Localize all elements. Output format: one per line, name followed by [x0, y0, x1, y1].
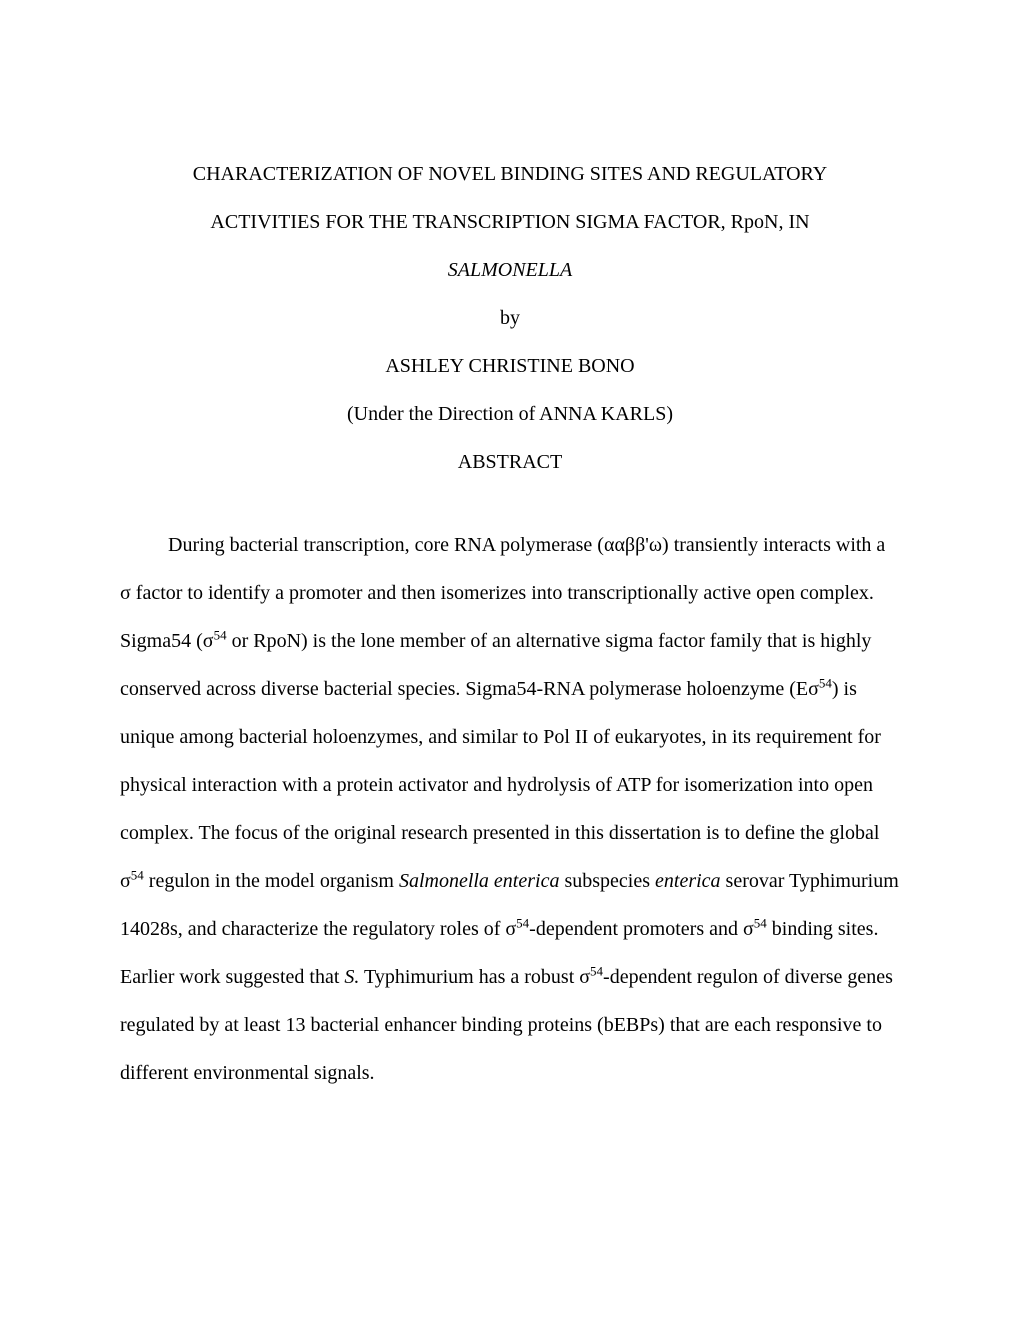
italic-s: S.: [344, 966, 359, 988]
abstract-heading: ABSTRACT: [120, 438, 900, 486]
abstract-seg9: Typhimurium has a robust σ: [359, 966, 590, 988]
italic-enterica: enterica: [655, 870, 721, 892]
italic-salmonella-enterica: Salmonella enterica: [399, 870, 560, 892]
title-line-1: CHARACTERIZATION OF NOVEL BINDING SITES …: [120, 150, 900, 198]
abstract-seg5: subspecies: [559, 870, 655, 892]
title-block: CHARACTERIZATION OF NOVEL BINDING SITES …: [120, 150, 900, 486]
superscript-54: 54: [516, 915, 529, 930]
abstract-seg3: ) is unique among bacterial holoenzymes,…: [120, 678, 881, 892]
abstract-seg7: -dependent promoters and σ: [529, 918, 754, 940]
superscript-54: 54: [754, 915, 767, 930]
direction-line: (Under the Direction of ANNA KARLS): [120, 390, 900, 438]
title-line-3: SALMONELLA: [120, 246, 900, 294]
abstract-seg2: or RpoN) is the lone member of an altern…: [120, 630, 871, 700]
abstract-seg4: regulon in the model organism: [144, 870, 399, 892]
superscript-54: 54: [819, 675, 832, 690]
title-line-2: ACTIVITIES FOR THE TRANSCRIPTION SIGMA F…: [120, 198, 900, 246]
superscript-54: 54: [131, 867, 144, 882]
abstract-body: During bacterial transcription, core RNA…: [120, 521, 900, 1097]
superscript-54: 54: [214, 627, 227, 642]
superscript-54: 54: [590, 963, 603, 978]
author-name: ASHLEY CHRISTINE BONO: [120, 342, 900, 390]
by-line: by: [120, 294, 900, 342]
